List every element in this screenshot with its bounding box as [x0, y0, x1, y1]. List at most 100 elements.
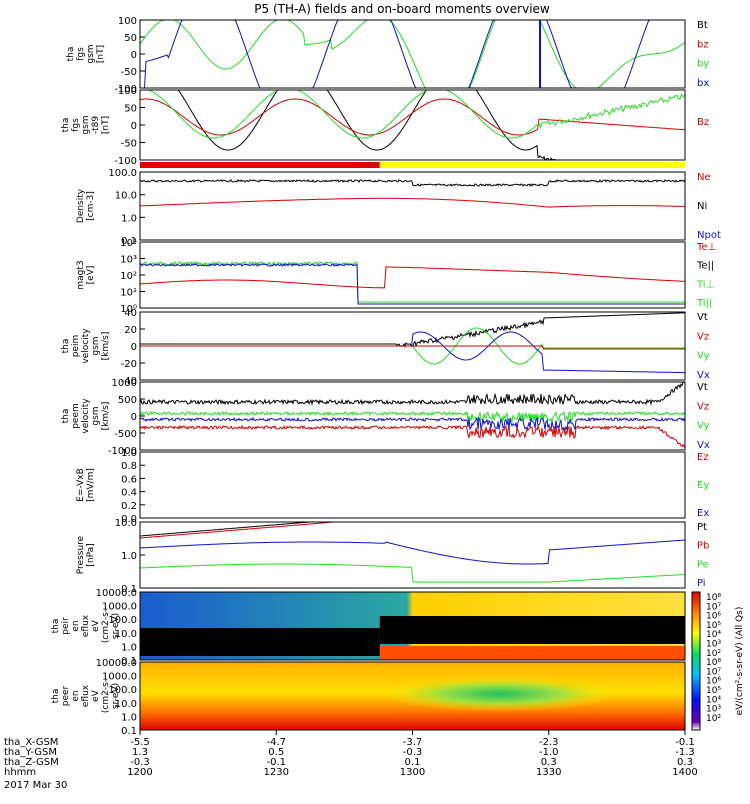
- legend-entry: Vx: [697, 440, 710, 451]
- x-tick-label: 1330: [536, 767, 561, 778]
- te-series: [139, 266, 685, 289]
- vy-series: [140, 410, 686, 424]
- y-tick-label: 100: [118, 86, 137, 97]
- y-tick-label: 10²: [120, 271, 137, 282]
- x-axis-row-label: hhmm: [4, 767, 36, 778]
- y-axis-label: gsm: [91, 406, 101, 425]
- panel-frame: [139, 19, 686, 89]
- legend-entry: by: [697, 59, 709, 70]
- y-axis-label: [cm-3]: [86, 191, 96, 221]
- y-tick-label: -100: [114, 156, 137, 167]
- y-axis-label: eV: [91, 689, 101, 702]
- y-axis-label: peim: [71, 335, 81, 358]
- y-tick-label: 10000.0: [96, 658, 137, 669]
- y-axis-label: gsm: [86, 44, 96, 63]
- y-tick-label: 10.0: [115, 518, 137, 529]
- mode-bar-red: [140, 162, 380, 168]
- y-axis-label: [nT]: [101, 116, 111, 134]
- y-tick-label: 10.0: [115, 699, 137, 710]
- vz-series: [139, 424, 686, 449]
- y-tick-label: 10000.0: [96, 588, 137, 599]
- y-axis-label: tha: [51, 689, 61, 704]
- y-tick-label: 1.0: [121, 213, 137, 224]
- vz-series: [140, 345, 685, 350]
- y-axis-label: tha: [66, 47, 76, 62]
- y-tick-label: 0: [131, 412, 137, 423]
- colorbar-tick-label: 10⁵: [706, 621, 721, 631]
- y-tick-label: -40: [121, 376, 137, 387]
- legend-entry: Vx: [697, 370, 710, 381]
- y-axis-label: tha: [61, 118, 71, 133]
- panel-frame: [139, 311, 686, 381]
- legend-entry: Ez: [697, 452, 709, 463]
- y-tick-label: 1000.0: [102, 602, 137, 613]
- legend-entry: Ex: [697, 508, 709, 519]
- panel-frame: [139, 521, 686, 589]
- vt-series: [139, 381, 686, 406]
- vx-series: [140, 331, 685, 374]
- electron-spectrogram-core: [379, 676, 620, 712]
- y-axis-label: sr-eV): [111, 613, 121, 639]
- npot-series: [139, 263, 685, 305]
- x-tick-label: 1.3: [132, 747, 148, 758]
- y-tick-label: -50: [121, 67, 137, 78]
- pb-series: [139, 521, 685, 539]
- x-tick-label: 0.1: [405, 757, 421, 768]
- x-tick-label: 1230: [264, 767, 289, 778]
- y-tick-label: 0: [131, 50, 137, 61]
- legend-entry: Pb: [697, 541, 709, 552]
- y-axis-label: [nPa]: [86, 543, 96, 566]
- ion-spectrogram-low: [379, 646, 685, 660]
- colorbar-label: eV/(cm²-s-sr-eV) (All Qs): [735, 607, 745, 716]
- colorbar-tick-label: 10²: [706, 649, 721, 659]
- legend-entry: Ne: [697, 172, 711, 183]
- x-tick-label: 0.3: [677, 757, 693, 768]
- x-tick-label: -0.1: [266, 757, 286, 768]
- x-tick-label: -1.3: [675, 747, 695, 758]
- y-tick-label: 1000: [112, 378, 137, 389]
- x-tick-label: -0.3: [403, 747, 423, 758]
- y-axis-label: -t89: [91, 116, 101, 135]
- colorbar-tick-label: 10⁸: [706, 593, 721, 603]
- y-axis-label: [km/s]: [101, 402, 111, 431]
- vx-series: [139, 416, 686, 432]
- legend-entry: Ti||: [696, 298, 712, 309]
- y-tick-label: 20: [124, 325, 137, 336]
- y-axis-label: velocity: [81, 328, 91, 364]
- y-tick-label: 0.2: [121, 501, 137, 512]
- y-tick-label: 0.1: [121, 656, 137, 667]
- legend-entry: Npot: [697, 230, 721, 241]
- y-axis-label: peer: [61, 685, 71, 706]
- colorbar-tick-label: 10³: [706, 640, 721, 650]
- legend-entry: bz: [697, 39, 709, 50]
- y-tick-label: 100.0: [108, 685, 137, 696]
- y-tick-label: 0: [131, 121, 137, 132]
- legend-entry: Pt: [697, 522, 707, 533]
- y-tick-label: 10³: [120, 255, 137, 266]
- y-axis-label: eflux: [81, 684, 91, 707]
- y-axis-label: en: [71, 690, 81, 701]
- x-tick-label: -2.3: [539, 737, 559, 748]
- y-tick-label: 1.0: [121, 551, 137, 562]
- y-tick-label: 0.4: [121, 488, 137, 499]
- y-tick-label: 10.0: [115, 629, 137, 640]
- y-tick-label: 10¹: [120, 288, 137, 299]
- y-tick-label: 10⁴: [120, 238, 137, 249]
- date-label: 2017 Mar 30: [4, 780, 67, 791]
- y-axis-label: gsm: [81, 115, 91, 134]
- colorbar: [691, 591, 701, 731]
- legend-entry: Vz: [697, 401, 709, 412]
- bz-series: [139, 98, 685, 136]
- y-tick-label: -50: [121, 139, 137, 150]
- y-axis-label: Pressure: [76, 535, 86, 574]
- y-tick-label: 0.6: [121, 474, 137, 485]
- x-tick-label: -0.1: [675, 737, 695, 748]
- legend-entry: Vt: [697, 312, 708, 323]
- y-tick-label: 0: [131, 342, 137, 353]
- ion-spectrogram-void: [140, 628, 380, 656]
- pe-series: [139, 563, 685, 583]
- x-tick-label: 1400: [672, 767, 697, 778]
- x-tick-label: -3.7: [403, 737, 423, 748]
